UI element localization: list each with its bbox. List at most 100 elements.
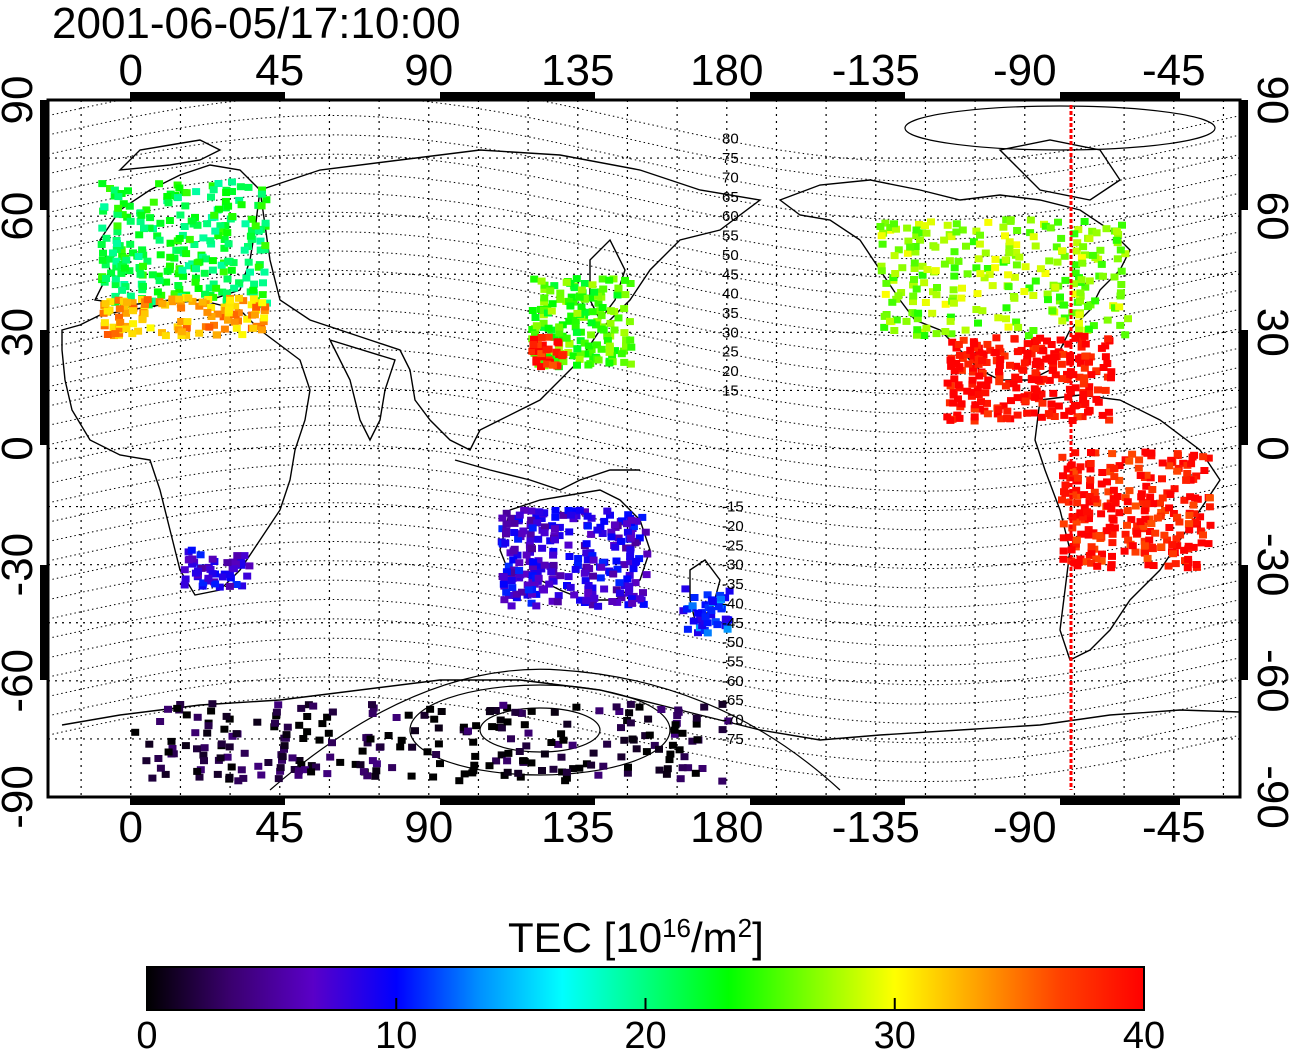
contour-label: -60 [722, 673, 744, 690]
tec-cell [1102, 527, 1111, 535]
tec-cell [1180, 546, 1189, 554]
tec-cell [613, 598, 622, 606]
tec-cell [1076, 289, 1085, 297]
tec-cell [1071, 334, 1080, 342]
tec-cell [1073, 239, 1082, 247]
tec-cell [620, 358, 629, 366]
tec-cell [1071, 384, 1080, 392]
tec-cell [226, 296, 235, 304]
tec-cell [249, 286, 258, 294]
tec-cell [1189, 543, 1198, 551]
tec-cell [627, 516, 636, 524]
tec-cell [983, 340, 992, 348]
tec-cell [1084, 526, 1093, 534]
tec-cell [154, 755, 163, 762]
tec-cell [220, 325, 229, 333]
tec-cell [554, 339, 563, 347]
tec-cell [166, 262, 174, 270]
tec-cell [1072, 518, 1081, 526]
tec-cell [614, 314, 623, 322]
tec-cell [274, 701, 283, 709]
tec-cell [1141, 549, 1149, 557]
tec-cell [258, 299, 267, 307]
tec-cell [1000, 352, 1009, 360]
tec-cell [363, 772, 372, 780]
tec-cell [1050, 353, 1059, 361]
tec-cell [615, 589, 624, 597]
tec-cell [116, 318, 125, 326]
tec-cell [503, 757, 512, 765]
tec-cell [932, 330, 941, 338]
tec-cell [583, 556, 592, 564]
tec-cell [163, 193, 172, 200]
tec-cell [980, 274, 989, 282]
tec-cell [134, 327, 143, 335]
tec-cell [1027, 376, 1036, 384]
tec-cell [328, 708, 337, 716]
tec-cell [999, 223, 1008, 231]
tec-cell [606, 307, 615, 315]
tec-cell [1147, 449, 1156, 457]
tec-cell [530, 335, 538, 343]
tec-cell [1032, 344, 1041, 352]
tec-cell [584, 591, 593, 599]
latitude-tick-label: -60 [1248, 649, 1292, 713]
tec-cell [170, 254, 179, 262]
tec-cell [111, 330, 120, 338]
tec-cell [1097, 260, 1106, 268]
tec-cell [126, 292, 135, 300]
tec-cell [161, 332, 170, 340]
tec-cell [1074, 558, 1083, 566]
tec-cell [575, 293, 584, 301]
tec-cell [1090, 488, 1099, 496]
tec-cell [245, 562, 254, 570]
tec-cell [432, 751, 441, 758]
tec-cell [527, 707, 536, 715]
tec-cell [617, 350, 626, 358]
tec-cell [499, 573, 508, 581]
tec-cell [124, 187, 132, 195]
tec-cell [1169, 550, 1177, 558]
tec-cell [469, 738, 478, 746]
tec-cell [258, 186, 266, 194]
tec-cell [202, 255, 210, 263]
tec-cell [977, 381, 985, 389]
tec-cell [588, 308, 597, 316]
tec-cell [626, 534, 635, 542]
tec-cell [177, 304, 186, 312]
tec-cell [1205, 494, 1214, 502]
tec-cell [555, 323, 564, 331]
tec-cell [196, 551, 205, 559]
tec-cell [985, 270, 994, 278]
tec-cell [1111, 304, 1119, 312]
tec-cell [182, 250, 191, 258]
tec-cell [1097, 480, 1106, 488]
tec-cell [603, 740, 612, 748]
tec-cell [1184, 555, 1193, 563]
tec-cell [642, 571, 651, 579]
tec-cell [1087, 543, 1096, 551]
tec-cell [949, 286, 958, 294]
tec-cell [1044, 296, 1052, 304]
tec-cell [547, 739, 556, 746]
tec-cell [1109, 495, 1118, 503]
tec-cell [1158, 459, 1167, 467]
tec-cell [532, 356, 541, 364]
tec-cell [274, 775, 283, 783]
tec-cell [437, 708, 446, 715]
tec-cell [615, 579, 624, 587]
tec-cell [214, 180, 223, 187]
tec-cell [256, 246, 265, 254]
colorbar-tick-marks [146, 998, 1145, 1010]
tec-cell [975, 372, 984, 380]
tec-cell [599, 762, 608, 770]
contour-label: 60 [722, 208, 739, 225]
tec-cell [1080, 504, 1089, 512]
tec-cell [997, 415, 1006, 423]
tec-cell [539, 319, 548, 327]
tec-cell [107, 269, 116, 277]
tec-cell [240, 552, 249, 560]
latitude-tick-label: -30 [1248, 533, 1292, 597]
tec-cell [1068, 513, 1077, 521]
tec-cell [1183, 470, 1192, 477]
